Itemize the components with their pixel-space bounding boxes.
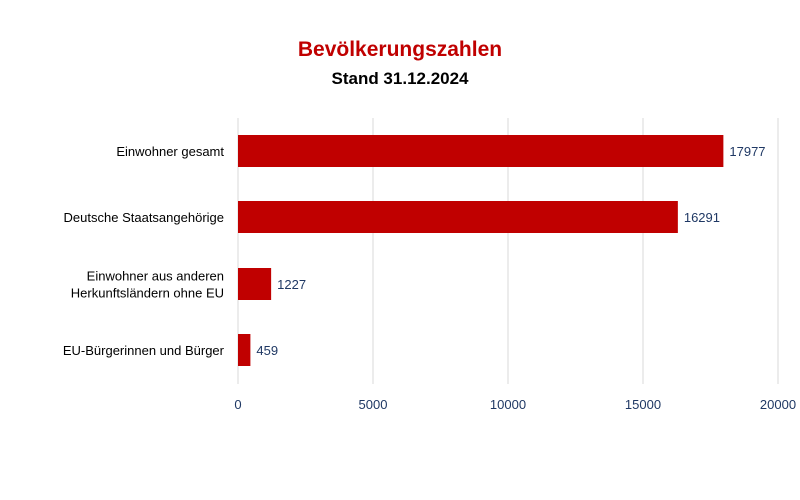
data-labels: 17977 16291 1227 459 [256, 144, 765, 358]
bars [238, 135, 724, 366]
category-label: Einwohner gesamt [116, 144, 224, 159]
x-axis-ticks: 0 5000 10000 15000 20000 [234, 397, 796, 412]
data-label: 17977 [729, 144, 765, 159]
category-labels: Einwohner gesamt Deutsche Staatsangehörig… [63, 144, 225, 358]
x-tick-label: 20000 [760, 397, 796, 412]
x-tick-label: 0 [234, 397, 241, 412]
data-label: 16291 [684, 210, 720, 225]
data-label: 459 [256, 343, 278, 358]
category-label: EU-Bürgerinnen und Bürger [63, 343, 225, 358]
bar [238, 201, 678, 233]
x-tick-label: 5000 [359, 397, 388, 412]
bar [238, 135, 724, 167]
category-label: Deutsche Staatsangehörige [64, 210, 224, 225]
data-label: 1227 [277, 277, 306, 292]
bar [238, 268, 272, 300]
bar [238, 334, 251, 366]
category-label: Einwohner aus anderen Herkunftsländern oh… [71, 269, 224, 301]
chart-subtitle: Stand 31.12.2024 [331, 69, 469, 88]
x-tick-label: 15000 [625, 397, 661, 412]
chart-title: Bevölkerungszahlen [297, 38, 503, 61]
x-tick-label: 10000 [490, 397, 526, 412]
